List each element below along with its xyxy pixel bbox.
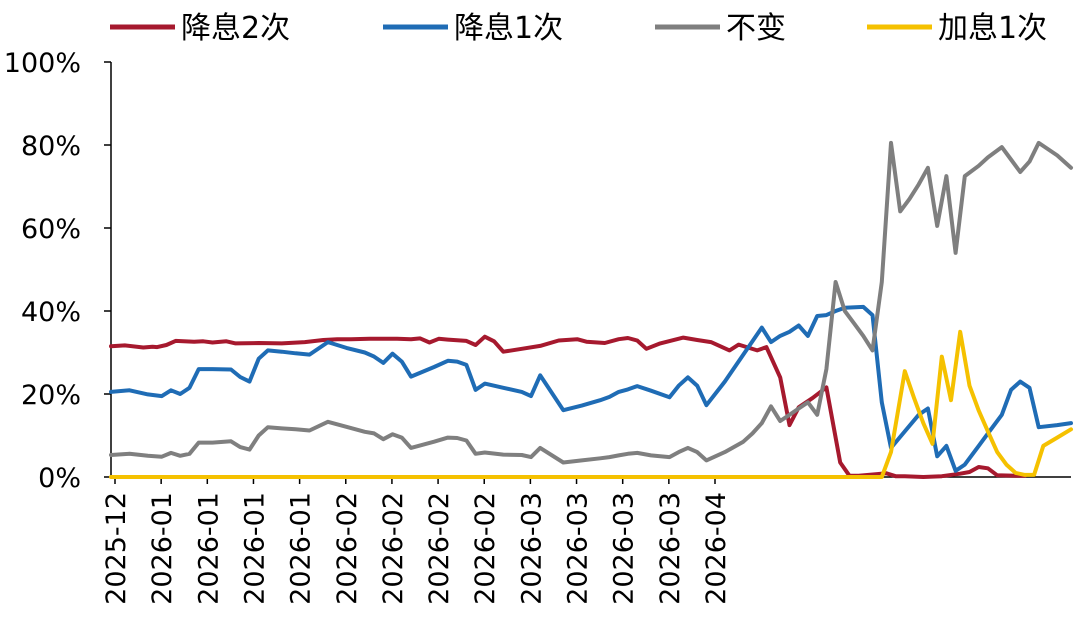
y-tick-label: 20% — [21, 380, 81, 411]
series-layer — [109, 140, 1073, 479]
legend-label: 不变 — [726, 11, 786, 46]
legend-label: 降息2次 — [181, 11, 290, 46]
y-tick-label: 100% — [4, 48, 81, 79]
legend-item-0: 降息2次 — [110, 11, 290, 46]
y-tick-label: 40% — [21, 297, 81, 328]
x-tick-label: 2026-02 — [470, 492, 501, 605]
y-tick-label: 60% — [21, 214, 81, 245]
series-line-2 — [109, 140, 1073, 465]
y-tick-label: 80% — [21, 131, 81, 162]
x-tick-label: 2026-03 — [563, 492, 594, 605]
x-tick-label: 2026-01 — [193, 492, 224, 605]
x-tick-label: 2026-02 — [424, 492, 455, 605]
legend: 降息2次 降息1次 不变 加息1次 — [110, 11, 1047, 46]
x-tick-label: 2026-04 — [701, 492, 732, 605]
x-tick-label: 2026-02 — [378, 492, 409, 605]
y-tick-label: 0% — [38, 463, 81, 494]
series-line-3 — [109, 329, 1073, 479]
x-tick-label: 2025-12 — [101, 492, 132, 605]
y-axis: 0% 20% 40% 60% 80% 100% — [4, 48, 112, 494]
legend-item-2: 不变 — [655, 11, 786, 46]
x-tick-label: 2026-01 — [239, 492, 270, 605]
x-tick-label: 2026-01 — [147, 492, 178, 605]
x-tick-label: 2026-02 — [332, 492, 363, 605]
series-line-1 — [109, 304, 1073, 473]
legend-label: 降息1次 — [454, 11, 563, 46]
legend-item-3: 加息1次 — [867, 11, 1047, 46]
x-axis: 2025-12 2026-01 2026-01 2026-01 2026-01 2026-… — [101, 476, 1071, 605]
x-tick-label: 2026-03 — [516, 492, 547, 605]
x-tick-label: 2026-03 — [655, 492, 686, 605]
x-tick-label: 2026-03 — [609, 492, 640, 605]
x-tick-label: 2026-01 — [286, 492, 317, 605]
legend-label: 加息1次 — [938, 11, 1047, 46]
legend-item-1: 降息1次 — [383, 11, 563, 46]
